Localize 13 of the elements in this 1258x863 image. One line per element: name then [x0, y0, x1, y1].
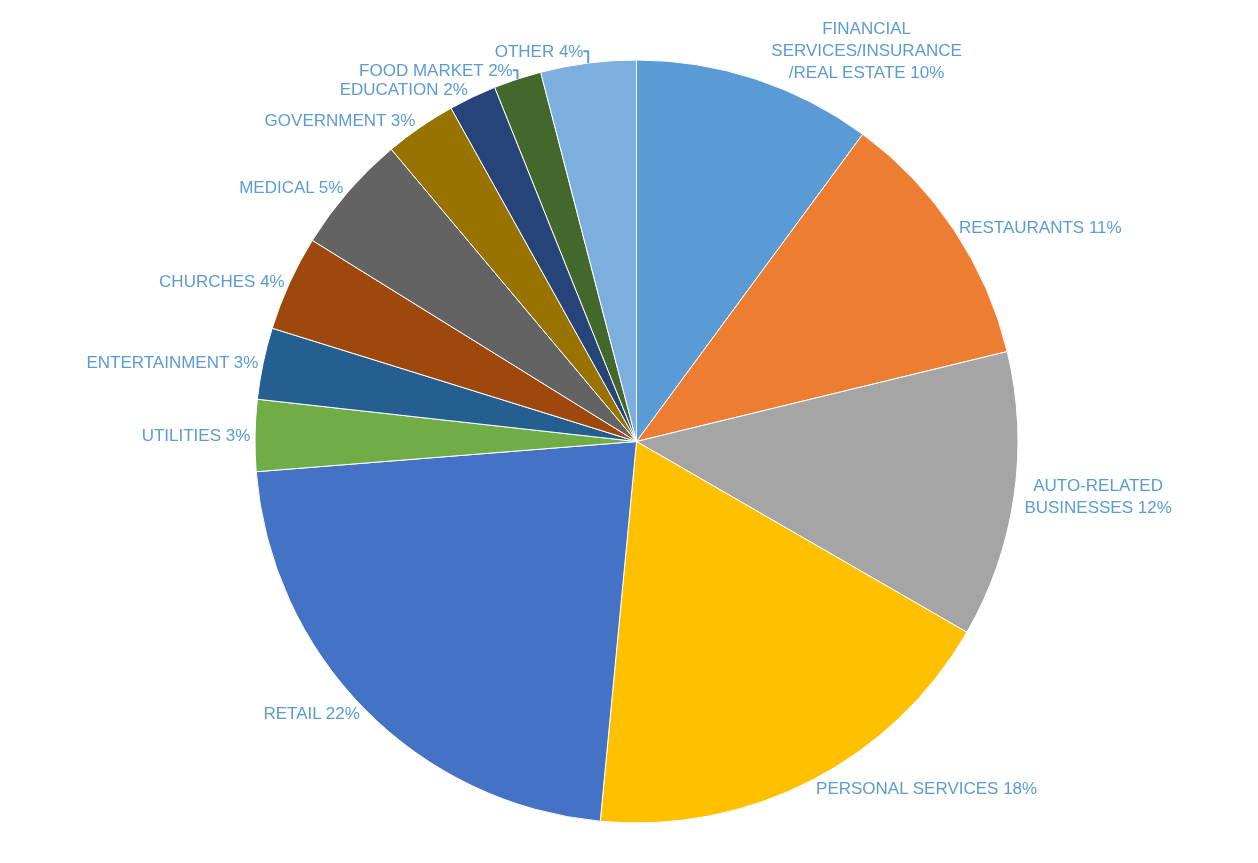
slice-label: AUTO-RELATED BUSINESSES 12%	[1024, 475, 1172, 517]
slice-label: GOVERNMENT 3%	[264, 111, 416, 131]
slice-label: EDUCATION 2%	[339, 79, 468, 99]
slice-label: RESTAURANTS 11%	[958, 217, 1122, 237]
slice-label: OTHER 4%	[494, 41, 584, 61]
slice-label: FOOD MARKET 2%	[359, 60, 513, 80]
slice-label: CHURCHES 4%	[159, 271, 285, 291]
slice-label: FINANCIAL SERVICES/INSURANCE /REAL ESTATE 10%	[771, 18, 962, 83]
slice-label: RETAIL 22%	[263, 704, 360, 724]
slice-label: ENTERTAINMENT 3%	[86, 353, 259, 373]
slice-label: PERSONAL SERVICES 18%	[816, 778, 1038, 798]
slice-label: UTILITIES 3%	[141, 425, 251, 445]
slice-label: MEDICAL 5%	[239, 178, 344, 198]
